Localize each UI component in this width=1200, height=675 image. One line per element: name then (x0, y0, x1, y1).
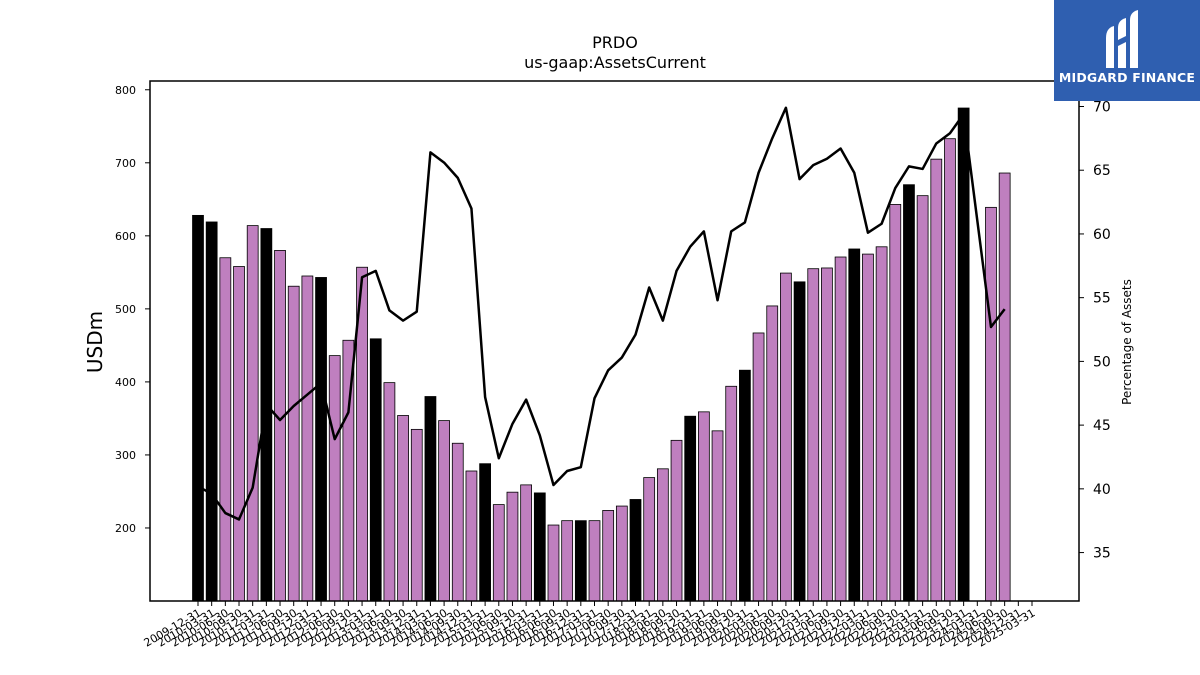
y2-tick-label: 35 (1093, 546, 1111, 562)
bar (684, 415, 697, 602)
plot-frame (149, 80, 1080, 602)
bar (397, 415, 409, 602)
bar (629, 499, 642, 602)
bar (506, 491, 519, 602)
bar (492, 504, 505, 602)
bar (533, 492, 546, 602)
bar (807, 268, 820, 602)
y2-axis-label: Percentage of Assets (1120, 279, 1134, 405)
bar (410, 428, 423, 602)
midgard-m-logo-icon (1106, 10, 1138, 68)
bar (998, 172, 1011, 602)
y2-tick-label: 55 (1093, 291, 1111, 307)
bar (903, 184, 915, 602)
y2-tick-label: 40 (1093, 482, 1111, 498)
bar (438, 420, 450, 602)
bar (670, 439, 683, 602)
y2-tick-label: 45 (1093, 418, 1111, 434)
bar (479, 463, 491, 602)
bar (547, 524, 560, 602)
bar-series (192, 107, 1011, 602)
bar (246, 225, 259, 602)
bar (274, 250, 286, 602)
bar (739, 369, 751, 602)
percentage-line (197, 106, 1006, 521)
bar (985, 206, 997, 602)
bar (848, 248, 861, 602)
y-tick-label: 500 (115, 303, 136, 316)
bar (889, 204, 902, 602)
bar (916, 195, 929, 602)
bar (821, 267, 833, 602)
bar (875, 246, 888, 602)
bar (233, 266, 245, 602)
y2-tick-label: 60 (1093, 227, 1111, 243)
bar (260, 228, 273, 602)
bar (725, 385, 738, 602)
bar (656, 468, 669, 602)
bar (520, 484, 532, 602)
bar (383, 382, 396, 602)
bar (205, 221, 218, 602)
y-tick-label: 800 (115, 84, 136, 97)
bar (957, 107, 970, 602)
bar (944, 138, 956, 602)
line-series-layer (197, 106, 1006, 521)
bar (793, 281, 806, 602)
y2-tick-label: 70 (1093, 99, 1111, 115)
bar (834, 256, 847, 602)
bar (561, 520, 574, 602)
bar (451, 442, 464, 602)
y-axis-left: 200 300 400 500 600 700 800 (115, 84, 150, 535)
bar (328, 355, 341, 602)
chart-subtitle: us-gaap:AssetsCurrent (524, 53, 706, 72)
bar (369, 338, 382, 602)
bar (643, 477, 656, 602)
bar (711, 430, 724, 602)
y-tick-label: 600 (115, 230, 136, 243)
bar (465, 470, 478, 602)
y-tick-label: 700 (115, 157, 136, 170)
y-tick-label: 300 (115, 449, 136, 462)
midgard-finance-logo: MIDGARD FINANCE (1054, 0, 1200, 101)
bar (766, 305, 779, 602)
bar (752, 332, 765, 602)
logo-text: MIDGARD FINANCE (1058, 70, 1196, 85)
y-tick-label: 400 (115, 376, 136, 389)
bar (424, 396, 437, 602)
bar (287, 285, 300, 602)
bar (219, 257, 232, 602)
bar (301, 275, 314, 602)
chart-title: PRDO (592, 33, 638, 52)
bar (315, 277, 327, 602)
y-axis-label: USDm (83, 311, 107, 373)
y2-tick-label: 65 (1093, 163, 1111, 179)
y-tick-label: 200 (115, 522, 136, 535)
bar (574, 520, 587, 602)
y2-tick-label: 50 (1093, 354, 1111, 370)
x-axis: 2009-12-312010-03-312010-06-302010-09-30… (142, 601, 1038, 650)
bar (192, 214, 204, 602)
bar (780, 272, 792, 602)
bar (588, 520, 601, 602)
bar (698, 411, 710, 602)
bar (602, 510, 615, 602)
y-axis-right: 35 40 45 50 55 60 65 70 (1079, 99, 1111, 562)
bar (615, 505, 628, 602)
bar (862, 253, 874, 602)
bar (930, 158, 943, 602)
